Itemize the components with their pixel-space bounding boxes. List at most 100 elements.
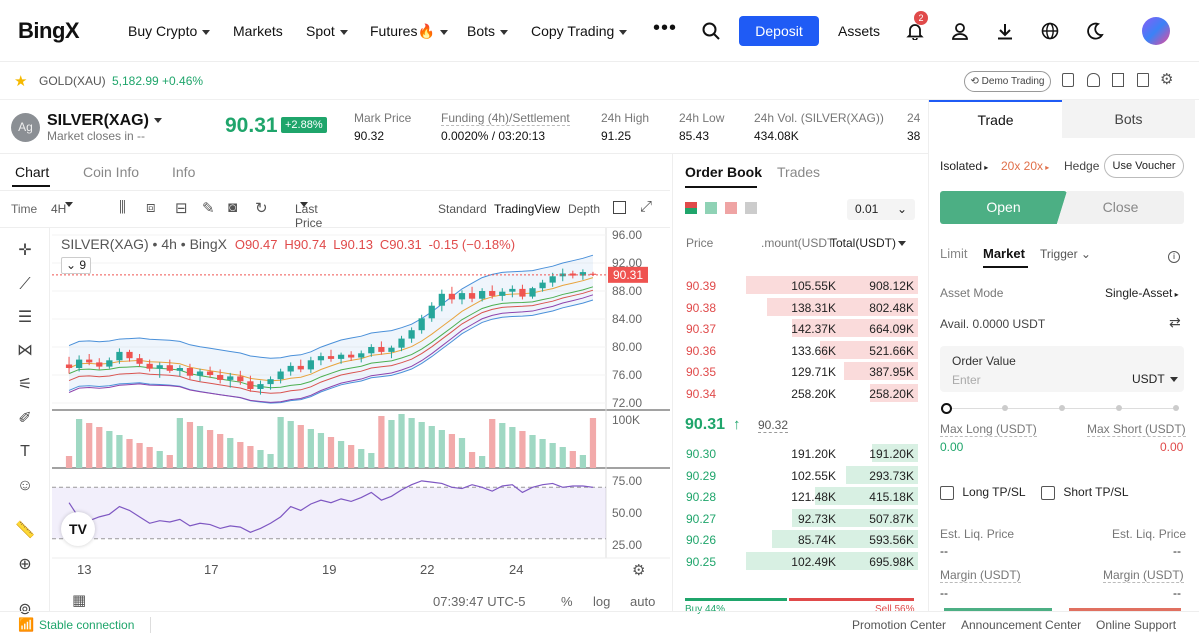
bingx-logo[interactable]: BingX	[18, 18, 80, 43]
bid-row[interactable]: 90.28 121.48K 415.18K	[673, 486, 918, 506]
online-support-link[interactable]: Online Support	[1096, 618, 1177, 632]
price-chart[interactable]: 96.00 92.00 88.00 84.00 80.00 76.00 72.00 90.31…	[52, 228, 670, 586]
bookmark-icon[interactable]	[1137, 73, 1149, 87]
bar-chart-icon[interactable]: ⫼	[119, 199, 126, 216]
star-icon[interactable]: ★	[14, 73, 28, 90]
fullscreen-icon[interactable]: ⤢	[640, 198, 653, 215]
globe-icon[interactable]	[1041, 22, 1059, 40]
order-list-icon[interactable]	[1062, 73, 1074, 87]
trendline-icon[interactable]: ⟋	[19, 276, 31, 293]
open-long-button[interactable]	[944, 608, 1052, 611]
settings-gear-icon[interactable]: ⚙	[1160, 71, 1174, 88]
bid-row[interactable]: 90.27 92.73K 507.87K	[673, 508, 918, 528]
demo-trading-button[interactable]: ⟲ Demo Trading	[964, 71, 1051, 92]
hedge-toggle[interactable]: Hedge	[1064, 159, 1100, 173]
leverage-selector[interactable]: 20x 20x ▸	[1001, 159, 1049, 173]
asset-mode-selector[interactable]: Single-Asset ▸	[1105, 286, 1179, 300]
ask-row[interactable]: 90.37 142.37K 664.09K	[673, 318, 918, 338]
ticker-symbol[interactable]: GOLD(XAU)	[39, 74, 106, 88]
deposit-button[interactable]: Deposit	[739, 16, 819, 46]
short-tpsl-checkbox[interactable]: Short TP/SL	[1041, 485, 1129, 500]
document-icon[interactable]	[1112, 73, 1124, 87]
user-icon[interactable]	[951, 22, 969, 40]
order-type-trigger[interactable]: Trigger ⌄	[1040, 247, 1091, 261]
view-depth[interactable]: Depth	[568, 202, 601, 216]
book-both-icon[interactable]	[685, 202, 697, 214]
tab-chart[interactable]: Chart	[15, 164, 50, 180]
emoji-icon[interactable]: ☺	[16, 477, 34, 494]
order-value-input[interactable]: Order Value Enter USDT	[940, 346, 1184, 392]
tradingview-logo[interactable]: TV	[61, 512, 95, 546]
book-layout-icon[interactable]	[745, 202, 757, 214]
calendar-icon[interactable]: ▦	[72, 592, 87, 609]
more-menu-icon[interactable]: •••	[653, 17, 678, 39]
drawing-pen-icon[interactable]: ✎	[202, 200, 215, 217]
layout-icon[interactable]	[613, 201, 626, 214]
long-tpsl-checkbox[interactable]: Long TP/SL	[940, 485, 1026, 500]
view-standard[interactable]: Standard	[438, 202, 487, 216]
nav-buy-crypto[interactable]: Buy Crypto	[128, 23, 211, 39]
tab-bots[interactable]: Bots	[1062, 100, 1195, 138]
nav-copy-trading[interactable]: Copy Trading	[531, 23, 628, 39]
brush-icon[interactable]: ✐	[18, 410, 32, 427]
download-icon[interactable]	[996, 22, 1014, 40]
fib-icon[interactable]: ⚟	[17, 376, 33, 393]
zoom-in-icon[interactable]: ⊕	[18, 556, 32, 573]
magnet-icon[interactable]: ⊚	[18, 601, 32, 618]
nav-futures[interactable]: Futures🔥	[370, 23, 448, 40]
open-short-button[interactable]	[1069, 608, 1181, 611]
announcement-center-link[interactable]: Announcement Center	[961, 618, 1082, 632]
ask-row[interactable]: 90.35 129.71K 387.95K	[673, 361, 918, 381]
transfer-icon[interactable]: ⇄	[1169, 314, 1181, 330]
close-tab-button[interactable]: Close	[1057, 191, 1184, 224]
camera-icon[interactable]: ◙	[228, 199, 238, 216]
max-long-label[interactable]: Max Long (USDT)	[940, 422, 1037, 437]
funding-label[interactable]: Funding (4h)/Settlement	[441, 111, 570, 126]
bid-row[interactable]: 90.25 102.49K 695.98K	[673, 551, 918, 571]
tab-trades[interactable]: Trades	[777, 164, 821, 180]
order-type-market[interactable]: Market	[983, 246, 1025, 261]
symbol-selector[interactable]: SILVER(XAG)	[47, 112, 162, 130]
tab-order-book[interactable]: Order Book	[685, 164, 763, 180]
use-voucher-button[interactable]: Use Voucher	[1104, 154, 1184, 178]
ask-row[interactable]: 90.38 138.31K 802.48K	[673, 297, 918, 317]
ask-row[interactable]: 90.34 258.20K 258.20K	[673, 383, 918, 403]
auto-scale-toggle[interactable]: auto	[630, 594, 656, 609]
precision-selector[interactable]: 0.01 ⌄	[847, 199, 915, 220]
tab-coin-info[interactable]: Coin Info	[83, 164, 140, 180]
nav-assets[interactable]: Assets	[838, 23, 881, 39]
margin-mode-selector[interactable]: Isolated ▸	[940, 159, 988, 173]
moon-icon[interactable]	[1086, 22, 1104, 40]
ai-assistant-icon[interactable]	[1142, 17, 1170, 45]
nav-spot[interactable]: Spot	[306, 23, 348, 39]
promotion-center-link[interactable]: Promotion Center	[852, 618, 947, 632]
indicator-toggle[interactable]: ⌄ 9	[61, 257, 91, 274]
info-icon[interactable]: i	[1168, 251, 1180, 263]
text-tool-icon[interactable]: T	[20, 443, 30, 460]
crosshair-icon[interactable]: ✛	[18, 242, 32, 259]
book-asks-icon[interactable]	[725, 202, 737, 214]
percent-scale-toggle[interactable]: %	[561, 594, 573, 609]
search-icon[interactable]	[702, 22, 720, 40]
bid-row[interactable]: 90.26 85.74K 593.56K	[673, 529, 918, 549]
max-short-label[interactable]: Max Short (USDT)	[1087, 422, 1186, 437]
ruler-icon[interactable]: 📏	[15, 522, 35, 539]
bell-icon[interactable]	[906, 22, 924, 40]
nav-bots[interactable]: Bots	[467, 23, 509, 39]
log-scale-toggle[interactable]: log	[593, 594, 611, 609]
book-bids-icon[interactable]	[705, 202, 717, 214]
tab-trade[interactable]: Trade	[929, 100, 1062, 138]
pattern-icon[interactable]: ⋈	[17, 342, 33, 359]
margin-label-long[interactable]: Margin (USDT)	[940, 568, 1021, 583]
ask-row[interactable]: 90.39 105.55K 908.12K	[673, 275, 918, 295]
book-mark-price[interactable]: 90.32	[758, 418, 789, 433]
ask-row[interactable]: 90.36 133.66K 521.66K	[673, 340, 918, 360]
size-slider-handle[interactable]	[941, 403, 952, 414]
view-tradingview[interactable]: TradingView	[494, 202, 561, 216]
bid-row[interactable]: 90.30 191.20K 191.20K	[673, 443, 918, 463]
horizontal-lines-icon[interactable]: ☰	[17, 309, 33, 326]
candles-icon[interactable]: ⧈	[146, 199, 156, 216]
col-total[interactable]: Total(USDT)	[830, 236, 907, 250]
order-type-limit[interactable]: Limit	[940, 246, 968, 261]
bid-row[interactable]: 90.29 102.55K 293.73K	[673, 465, 918, 485]
